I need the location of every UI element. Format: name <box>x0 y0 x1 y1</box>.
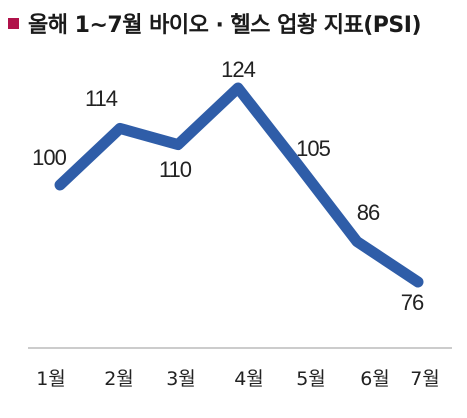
x-tick-label: 1월 <box>36 368 66 390</box>
data-label: 86 <box>357 200 380 225</box>
x-tick-label: 5월 <box>296 368 326 390</box>
data-label: 105 <box>296 136 330 161</box>
data-label: 124 <box>221 57 255 82</box>
x-tick-label: 7월 <box>410 368 440 390</box>
x-tick-label: 4월 <box>234 368 264 390</box>
x-tick-label: 3월 <box>166 368 196 390</box>
data-label: 110 <box>159 157 192 182</box>
series-line <box>54 82 424 288</box>
data-label: 100 <box>32 145 66 170</box>
data-label: 76 <box>401 290 424 315</box>
x-tick-label: 2월 <box>104 368 134 390</box>
data-label: 114 <box>85 86 118 111</box>
x-tick-label: 6월 <box>360 368 390 390</box>
chart-title: 올해 1~7월 바이오 · 헬스 업황 지표(PSI) <box>28 13 422 38</box>
chart-header: 올해 1~7월 바이오 · 헬스 업황 지표(PSI) <box>8 6 422 40</box>
title-bullet-icon <box>8 17 19 29</box>
